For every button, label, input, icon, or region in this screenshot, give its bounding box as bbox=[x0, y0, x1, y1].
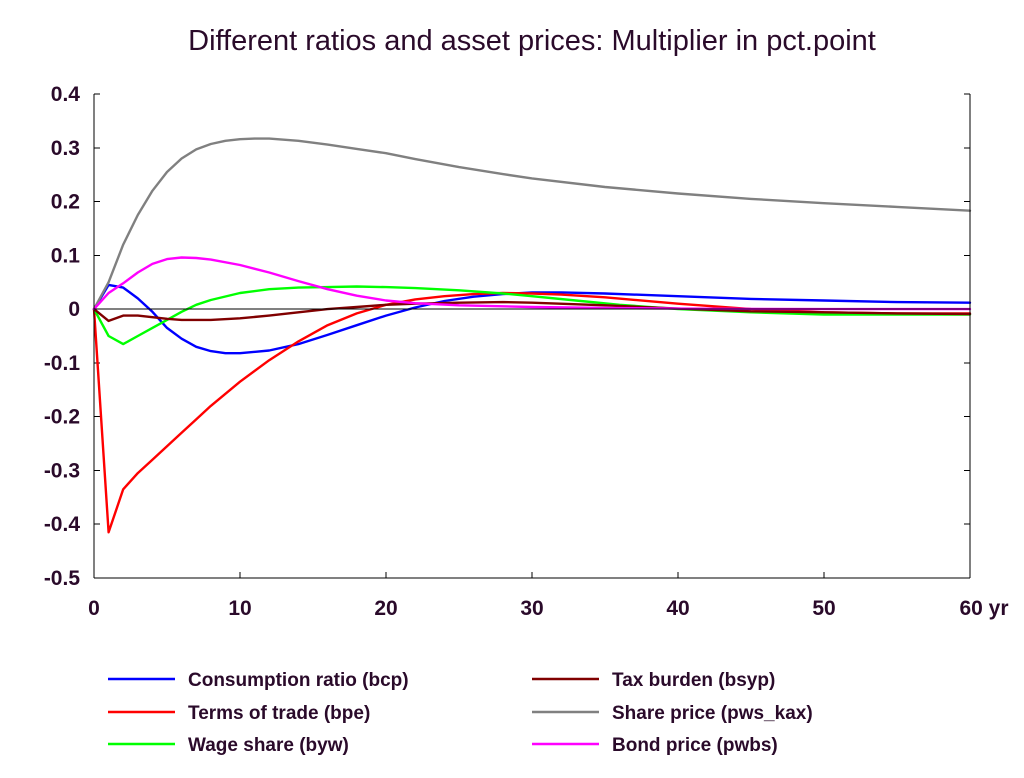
legend-item-consumption-ratio-bcp: Consumption ratio (bcp) bbox=[108, 670, 409, 691]
y-tick-label: 0.4 bbox=[51, 83, 81, 106]
y-tick-label: -0.1 bbox=[44, 352, 81, 375]
legend: Consumption ratio (bcp) Terms of trade (b… bbox=[108, 670, 813, 756]
chart-title: Different ratios and asset prices: Multi… bbox=[188, 25, 876, 57]
y-tick-label: 0.2 bbox=[51, 191, 80, 214]
plot-frame bbox=[93, 94, 971, 579]
x-tick-label: 0 bbox=[88, 597, 100, 620]
series-line-share-price-pws-kax bbox=[92, 137, 972, 311]
legend-label: Share price (pws_kax) bbox=[612, 703, 813, 724]
series-line-terms-of-trade-bpe bbox=[92, 291, 972, 534]
y-tick-label: 0.3 bbox=[51, 137, 80, 160]
y-tick-label: -0.3 bbox=[44, 459, 80, 482]
x-tick-label: 30 bbox=[520, 597, 543, 620]
legend-item-tax-burden-bsyp: Tax burden (bsyp) bbox=[532, 670, 775, 691]
x-tick-label: 20 bbox=[374, 597, 397, 620]
legend-label: Tax burden (bsyp) bbox=[612, 670, 775, 691]
legend-label: Wage share (byw) bbox=[188, 735, 349, 756]
series-lines bbox=[92, 137, 972, 534]
series-line-tax-burden-bsyp bbox=[92, 300, 972, 323]
y-tick-label: -0.2 bbox=[44, 406, 80, 429]
legend-label: Bond price (pwbs) bbox=[612, 735, 778, 756]
legend-item-wage-share-byw: Wage share (byw) bbox=[108, 735, 349, 756]
x-tick-label: 40 bbox=[666, 597, 689, 620]
x-tick-label: 10 bbox=[228, 597, 251, 620]
axis-ticks: 0.4 0.3 0.2 0.1 0 -0.1 -0.2 -0.3 -0.4 -0.5 0 10 20 30… bbox=[44, 83, 1009, 620]
y-tick-label: -0.4 bbox=[44, 513, 81, 536]
y-tick-label: -0.5 bbox=[44, 567, 81, 590]
series-line-consumption-ratio-bcp bbox=[92, 283, 972, 355]
x-tick-label: 50 bbox=[812, 597, 835, 620]
series-line-bond-price-pwbs bbox=[92, 256, 972, 311]
legend-item-terms-of-trade-bpe: Terms of trade (bpe) bbox=[108, 703, 370, 724]
series-line-wage-share-byw bbox=[92, 285, 972, 346]
x-tick-label: 60 yr bbox=[959, 597, 1008, 620]
y-tick-label: 0 bbox=[68, 298, 80, 321]
legend-item-bond-price-pwbs: Bond price (pwbs) bbox=[532, 735, 778, 756]
legend-item-share-price-pws-kax: Share price (pws_kax) bbox=[532, 703, 813, 724]
legend-label: Terms of trade (bpe) bbox=[188, 703, 370, 724]
legend-label: Consumption ratio (bcp) bbox=[188, 670, 409, 691]
y-tick-label: 0.1 bbox=[51, 244, 81, 267]
